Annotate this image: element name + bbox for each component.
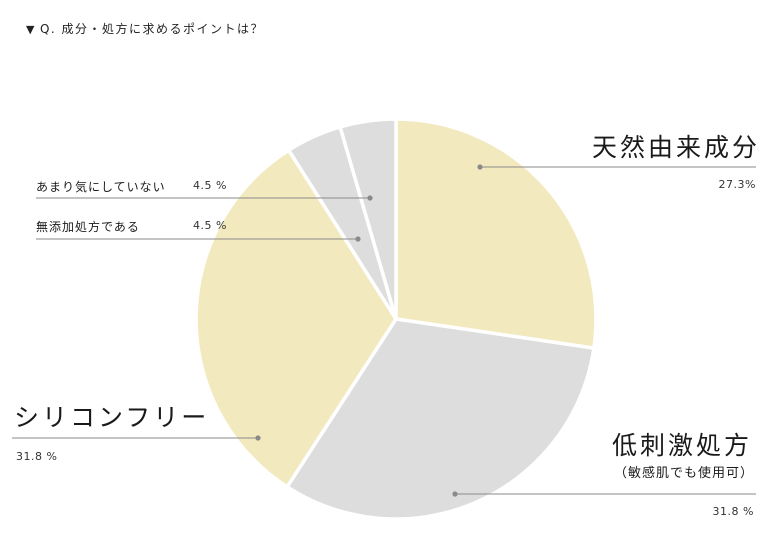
leader-dot-additive-free (355, 236, 361, 242)
question-text: Q. 成分・処方に求めるポイントは？ (39, 22, 265, 36)
slice-label-silicone-free: シリコンフリー (14, 403, 210, 432)
pie-slice-silicone-free (194, 148, 398, 489)
slice-value-silicone-free: 31.8 % (16, 450, 58, 463)
triangle-down-icon: ▼ (26, 23, 36, 36)
slice-value-natural-ingredients: 27.3% (718, 178, 756, 191)
slice-label-dont-care: あまり気にしていない (36, 180, 166, 194)
leader-dot-silicone-free (255, 435, 261, 441)
leader-dot-natural-ingredients (477, 164, 483, 170)
pie-slice-natural-ingredients (394, 117, 598, 350)
slice-label-additive-free: 無添加処方である (36, 220, 140, 234)
slice-value-low-irritation: 31.8 % (712, 505, 754, 518)
slice-value-dont-care: 4.5 % (193, 179, 227, 192)
slice-value-additive-free: 4.5 % (193, 219, 227, 232)
leader-lines (12, 164, 756, 497)
leader-dot-low-irritation (452, 491, 458, 497)
slice-label-low-irritation: 低刺激処方 (611, 431, 752, 460)
question-heading: ▼ Q. 成分・処方に求めるポイントは？ (26, 20, 264, 37)
slice-label-natural-ingredients: 天然由来成分 (592, 133, 761, 162)
slice-sublabel-low-irritation: （敏感肌でも使用可） (613, 466, 754, 481)
pie-slices (194, 117, 598, 521)
pie-slice-dont-care (338, 117, 398, 321)
leader-dot-dont-care (367, 195, 373, 201)
